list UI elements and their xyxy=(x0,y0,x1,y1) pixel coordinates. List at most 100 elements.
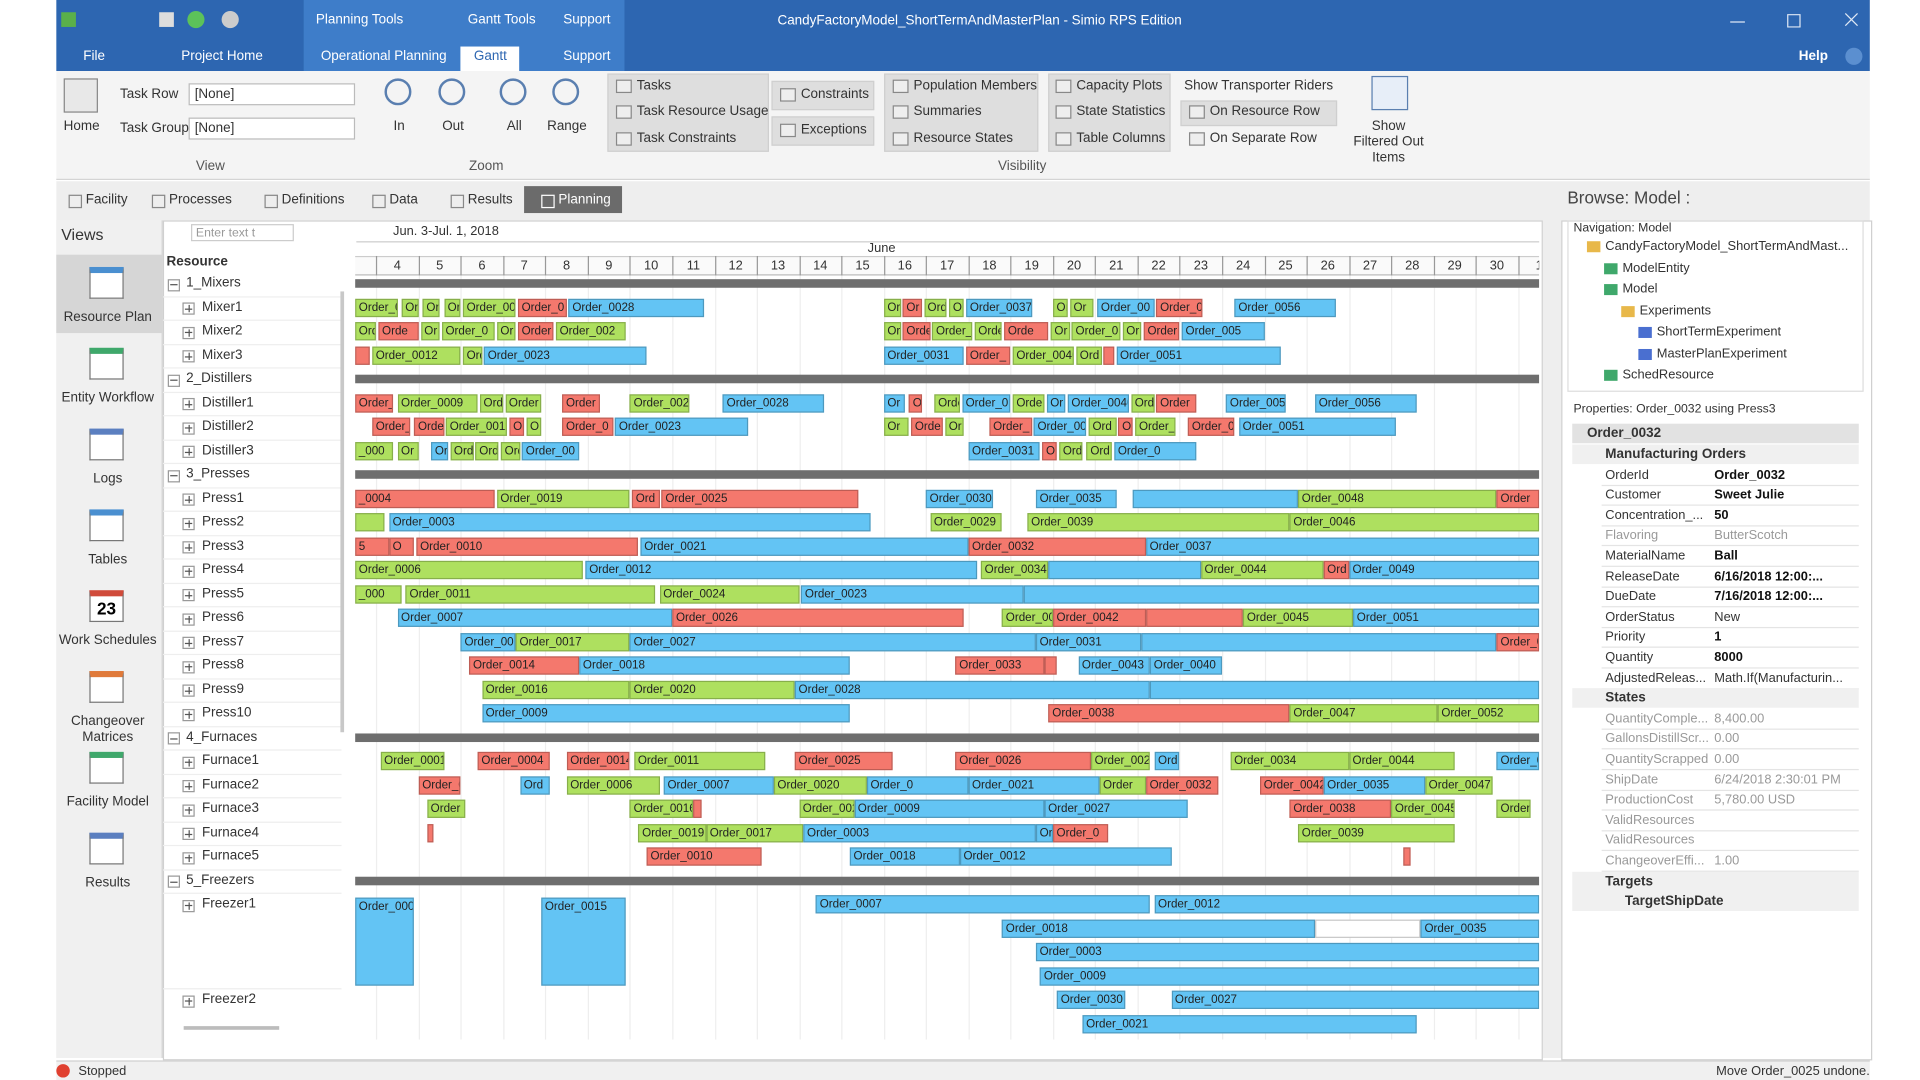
scrollbar[interactable] xyxy=(340,291,345,733)
ribbon-tab[interactable]: Gantt xyxy=(473,48,507,64)
gantt-bar[interactable]: Order_0018 xyxy=(1002,918,1316,938)
gantt-bar[interactable]: Order_0051 xyxy=(1353,608,1540,627)
context-tab[interactable]: Planning Tools xyxy=(315,12,404,27)
gantt-bar[interactable]: Order_0002 xyxy=(355,897,415,986)
gantt-bar[interactable]: Order_0030 xyxy=(925,489,994,508)
property-category[interactable]: States xyxy=(1605,690,1646,706)
visibility-button[interactable]: Resource States xyxy=(913,131,1014,146)
gantt-bar[interactable]: Orde xyxy=(1012,393,1045,413)
gantt-bar[interactable]: Order_ xyxy=(966,345,1011,365)
expander[interactable] xyxy=(182,397,195,411)
gantt-bar[interactable] xyxy=(355,513,385,532)
document-tab[interactable]: Results xyxy=(467,192,513,207)
expander[interactable] xyxy=(182,803,195,817)
expander[interactable] xyxy=(182,851,195,864)
gantt-bar[interactable]: Order_0012 xyxy=(1154,895,1540,914)
gantt-bar[interactable]: Or xyxy=(883,298,901,317)
gantt-bar[interactable] xyxy=(426,823,434,842)
gantt-bar[interactable]: Order_0017 xyxy=(515,632,630,651)
gantt-bar[interactable]: Order_ xyxy=(372,417,411,436)
gantt-bar[interactable]: _0004 xyxy=(355,489,495,508)
property-name[interactable]: GallonsDistillScr... xyxy=(1605,731,1709,747)
property-value[interactable]: 1.00 xyxy=(1714,853,1740,869)
gantt-bar[interactable]: Order_0010 xyxy=(646,847,762,866)
property-name[interactable]: AdjustedReleas... xyxy=(1605,670,1707,686)
property-value[interactable]: Ball xyxy=(1714,548,1738,564)
view-item[interactable]: Work Schedules xyxy=(58,633,157,648)
property-name[interactable]: Flavoring xyxy=(1605,528,1659,543)
gantt-bar[interactable]: Order_00 xyxy=(1097,298,1155,317)
gantt-bar[interactable]: Or xyxy=(496,322,516,341)
resource-group[interactable]: 4_Furnaces xyxy=(186,729,258,744)
gantt-bar[interactable]: Order_0045 xyxy=(1391,799,1455,818)
property-name[interactable]: OrderId xyxy=(1605,467,1649,482)
gantt-bar[interactable]: Order_0042 xyxy=(1052,608,1146,627)
resource-name[interactable]: Press9 xyxy=(202,681,244,697)
gantt-bar[interactable]: Ord xyxy=(1076,345,1102,365)
expander[interactable] xyxy=(182,493,195,506)
expander[interactable] xyxy=(182,612,195,626)
gantt-bar[interactable]: Or xyxy=(401,298,419,317)
gantt-bar[interactable] xyxy=(1315,918,1421,938)
gantt-bar[interactable]: Or xyxy=(422,298,440,317)
gantt-bar[interactable]: Or xyxy=(420,322,440,341)
gantt-bar[interactable]: Order_0 xyxy=(1496,632,1540,651)
expander[interactable] xyxy=(167,732,181,745)
gantt-bar[interactable]: Or xyxy=(1052,298,1068,317)
resource-name[interactable]: Press3 xyxy=(202,538,244,553)
gantt-bar[interactable]: Order_0028 xyxy=(723,393,825,413)
gantt-bar[interactable]: O xyxy=(388,536,415,556)
document-tab[interactable]: Processes xyxy=(168,192,232,207)
property-name[interactable]: MaterialName xyxy=(1605,548,1686,564)
gantt-bar[interactable]: O xyxy=(1118,417,1134,436)
gantt-bar[interactable]: Ord xyxy=(475,441,499,460)
gantt-bar[interactable]: Order_005 xyxy=(1226,393,1286,413)
property-value[interactable]: 7/16/2018 12:00:... xyxy=(1714,589,1823,604)
document-tab[interactable]: Facility xyxy=(85,192,128,207)
gantt-bar[interactable]: Order_0019 xyxy=(496,489,630,508)
gantt-bar[interactable]: Order_0024 xyxy=(659,584,800,604)
gantt-bar[interactable]: Order_0 xyxy=(418,775,461,795)
property-category[interactable]: TargetShipDate xyxy=(1624,894,1724,909)
gantt-bar[interactable]: Order_0015 xyxy=(541,897,626,986)
gantt-bar[interactable]: Order_0 xyxy=(1052,823,1108,842)
tree-item[interactable]: CandyFactoryModel_ShortTermAndMast... xyxy=(1605,238,1849,254)
gantt-bar[interactable]: Order xyxy=(517,322,554,341)
gantt-bar[interactable]: Order_0051 xyxy=(1238,417,1396,436)
expander[interactable] xyxy=(182,827,195,841)
gantt-bar[interactable]: Order xyxy=(1099,775,1146,795)
tree-item[interactable]: MasterPlanExperiment xyxy=(1656,345,1787,361)
gantt-bar[interactable]: Ord xyxy=(479,393,504,413)
gantt-bar[interactable] xyxy=(1048,560,1201,580)
gantt-bar[interactable] xyxy=(1133,489,1299,508)
gantt-bar[interactable]: Order_0031 xyxy=(968,441,1041,460)
resource-group[interactable]: 5_Freezers xyxy=(186,872,255,888)
resource-name[interactable]: Press5 xyxy=(202,585,244,601)
gantt-bar[interactable]: _000 xyxy=(355,441,394,460)
gantt-bar[interactable]: Order_0031 xyxy=(883,345,965,365)
gantt-bar[interactable]: Order_0012 xyxy=(372,345,461,365)
property-value[interactable]: 5,780.00 USD xyxy=(1714,792,1796,808)
gantt-bar[interactable] xyxy=(1150,680,1540,699)
property-name[interactable]: ProductionCost xyxy=(1605,792,1694,808)
gantt-bar[interactable]: Order_0040 xyxy=(1012,345,1074,365)
resource-name[interactable]: Distiller1 xyxy=(202,394,254,410)
gantt-bar[interactable]: Order_0040 xyxy=(1150,656,1223,675)
expander[interactable] xyxy=(182,708,195,721)
gantt-bar[interactable]: Order_0027 xyxy=(1044,799,1189,818)
property-value[interactable]: 1 xyxy=(1714,629,1722,645)
gantt-bar[interactable]: Order_0009 xyxy=(481,704,850,723)
property-name[interactable]: OrderStatus xyxy=(1605,609,1675,625)
gantt-bar[interactable]: Ord xyxy=(462,345,482,365)
gantt-bar[interactable]: Order_0025 xyxy=(661,489,859,508)
combo-box[interactable]: [None] xyxy=(188,117,356,140)
gantt-bar[interactable]: Order_002 xyxy=(555,322,626,341)
gantt-bar[interactable]: Order_0021 xyxy=(640,536,969,556)
gantt-bar[interactable]: Order xyxy=(562,393,601,413)
gantt-bar[interactable]: Order_0 xyxy=(517,298,567,317)
gantt-bar[interactable]: Order_0033 xyxy=(955,656,1045,675)
visibility-button[interactable]: Constraints xyxy=(800,86,869,102)
gantt-bar[interactable]: Or xyxy=(431,441,449,460)
property-name[interactable]: ShipDate xyxy=(1605,772,1659,787)
resource-name[interactable]: Furnace1 xyxy=(202,753,259,768)
